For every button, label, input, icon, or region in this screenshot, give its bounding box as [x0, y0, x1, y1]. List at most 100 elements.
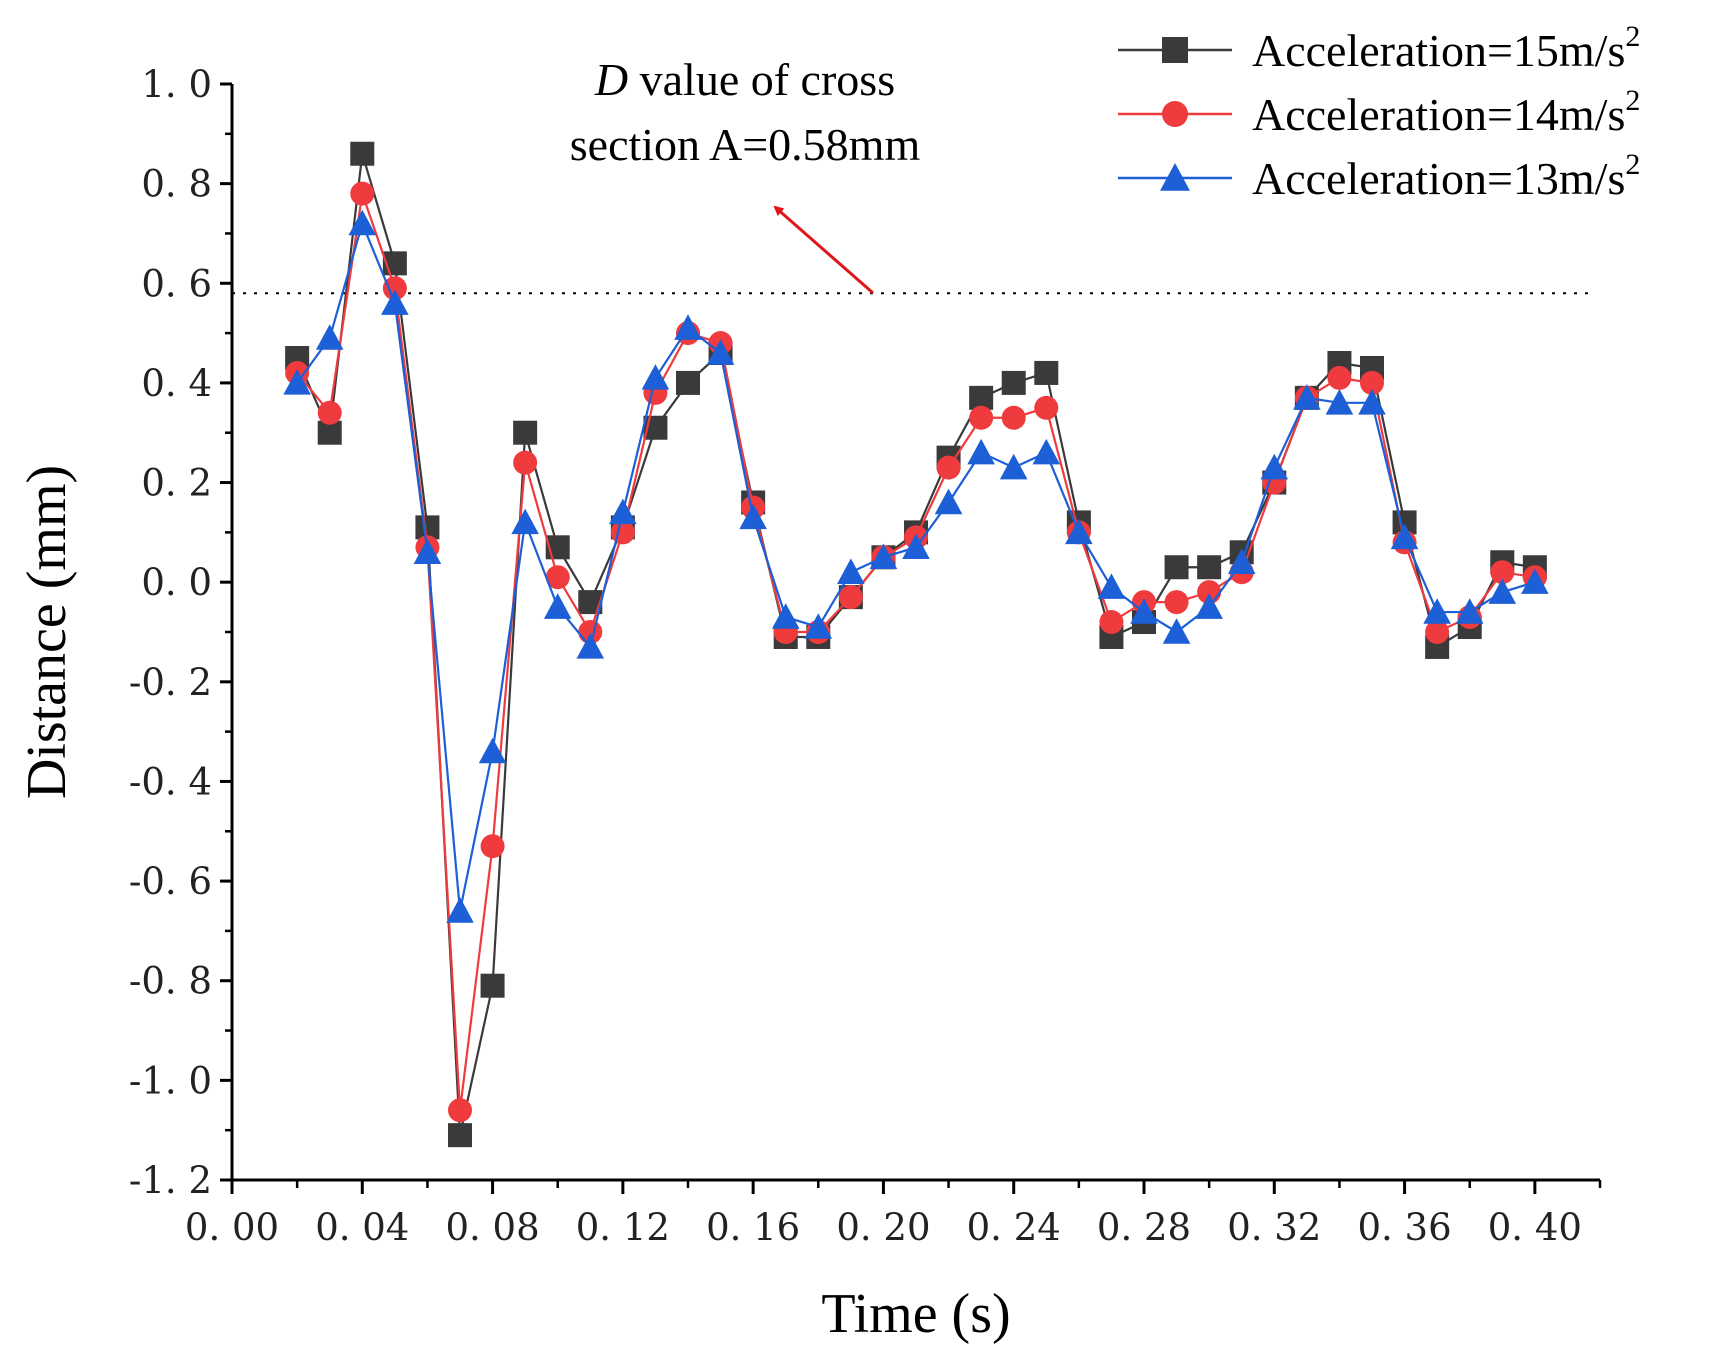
triangle-marker [1455, 598, 1484, 624]
triangle-marker [771, 603, 800, 629]
axes: 1. 0 0. 8 0. 6 0. 4 0. 2 0. 0 -0. 2 -0. 4 -0. 6 -… [129, 63, 1602, 1249]
circle-marker [1164, 590, 1189, 615]
triangle-marker [837, 558, 865, 584]
y-ticks: 1. 0 0. 8 0. 6 0. 4 0. 2 0. 0 -0. 2 -0. 4 -0. 6 -… [129, 63, 232, 1202]
circle-marker [1327, 365, 1352, 390]
triangle-marker [739, 503, 767, 530]
triangle-marker [543, 593, 572, 619]
annotation-arrow [773, 205, 874, 295]
legend-label-text: Acceleration=15m/s [1252, 25, 1625, 76]
triangle-marker [999, 453, 1028, 480]
legend-item-3: Acceleration=13m/s2 [1118, 148, 1640, 204]
triangle-marker [902, 533, 930, 560]
triangle-marker [1162, 618, 1191, 644]
triangle-marker [1488, 578, 1517, 604]
triangle-marker [1423, 598, 1451, 624]
circle-marker [480, 834, 505, 859]
circle-marker [969, 405, 994, 430]
x-tick-label: 0. 40 [1488, 1206, 1582, 1249]
series-2 [285, 181, 1547, 1123]
triangle-marker [1325, 389, 1354, 415]
y-tick-label: -0. 4 [129, 760, 212, 803]
triangle-marker [1390, 523, 1419, 550]
y-axis-title: Distance (mm) [16, 465, 78, 799]
triangle-marker [283, 369, 311, 395]
triangle-marker [315, 324, 344, 350]
x-tick-label: 0. 16 [706, 1206, 800, 1249]
x-tick-label: 0. 36 [1357, 1206, 1451, 1249]
annotation-line-1-rest: value of cross [628, 54, 895, 105]
x-tick-label: 0. 00 [185, 1206, 279, 1249]
legend-item-1: Acceleration=15m/s2 [1118, 20, 1640, 76]
y-tick-label: -0. 2 [129, 661, 212, 704]
legend-label-text: Acceleration=14m/s [1252, 89, 1625, 140]
annotation-line-1: D value of cross [594, 54, 895, 105]
series-layer [283, 141, 1549, 1148]
circle-marker [1425, 620, 1450, 644]
triangle-marker [967, 438, 995, 465]
circle-marker [382, 276, 407, 301]
y-tick-label: -1. 0 [129, 1059, 212, 1102]
y-tick-label: 1. 0 [141, 63, 212, 106]
triangle-marker [1065, 518, 1093, 545]
triangle-marker [609, 498, 637, 525]
triangle-marker [576, 633, 605, 659]
triangle-marker [381, 289, 409, 315]
triangle-marker [348, 209, 377, 236]
y-tick-label: 0. 4 [141, 362, 212, 405]
triangle-marker [1160, 163, 1190, 191]
square-marker [1197, 555, 1222, 580]
triangle-marker [804, 613, 833, 639]
circle-marker [513, 450, 538, 475]
triangle-marker [1032, 438, 1061, 465]
square-marker [1001, 370, 1026, 395]
triangle-marker [478, 737, 507, 764]
circle-marker [838, 585, 863, 610]
triangle-marker [1097, 573, 1126, 599]
annotation-line-2: section A=0.58mm [570, 119, 921, 170]
triangle-marker [869, 543, 898, 570]
triangle-marker [934, 488, 963, 515]
triangle-marker [1521, 568, 1549, 594]
triangle-marker [511, 508, 539, 535]
triangle-marker [674, 314, 702, 340]
y-tick-label: 0. 2 [141, 462, 212, 505]
triangle-marker [413, 538, 442, 565]
triangle-marker [1260, 453, 1289, 480]
x-tick-label: 0. 24 [967, 1206, 1061, 1249]
x-tick-label: 0. 28 [1097, 1206, 1191, 1249]
x-tick-label: 0. 20 [836, 1206, 930, 1249]
circle-marker [1034, 395, 1059, 420]
circle-marker [448, 1098, 472, 1123]
square-marker [448, 1123, 472, 1148]
legend-label-superscript: 2 [1625, 84, 1640, 117]
legend: Acceleration=15m/s2Acceleration=14m/s2Ac… [1118, 20, 1640, 204]
circle-marker [1001, 405, 1026, 430]
legend-label: Acceleration=15m/s2 [1252, 20, 1640, 76]
triangle-marker [1227, 548, 1256, 574]
square-marker [350, 141, 375, 166]
x-tick-label: 0. 32 [1227, 1206, 1321, 1249]
legend-label: Acceleration=14m/s2 [1252, 84, 1640, 140]
legend-label-superscript: 2 [1625, 148, 1640, 181]
circle-marker [545, 565, 570, 590]
triangle-marker [446, 897, 474, 923]
circle-marker [936, 455, 961, 480]
circle-marker [1099, 610, 1124, 635]
circle-marker [1490, 560, 1515, 585]
series-line [296, 220, 1536, 912]
series-3 [283, 209, 1549, 923]
square-marker [480, 973, 505, 998]
x-axis-title: Time (s) [821, 1283, 1010, 1345]
series-line [296, 193, 1536, 1111]
legend-label: Acceleration=13m/s2 [1252, 148, 1640, 204]
y-tick-label: 0. 8 [141, 163, 212, 206]
x-ticks: 0. 00 0. 04 0. 08 0. 12 0. 16 0. 20 0. 24 0. 28… [185, 1180, 1602, 1249]
triangle-marker [706, 339, 735, 365]
square-marker [1034, 360, 1059, 385]
circle-marker [350, 181, 375, 206]
y-tick-label: -1. 2 [129, 1159, 212, 1202]
triangle-marker [1195, 593, 1223, 619]
